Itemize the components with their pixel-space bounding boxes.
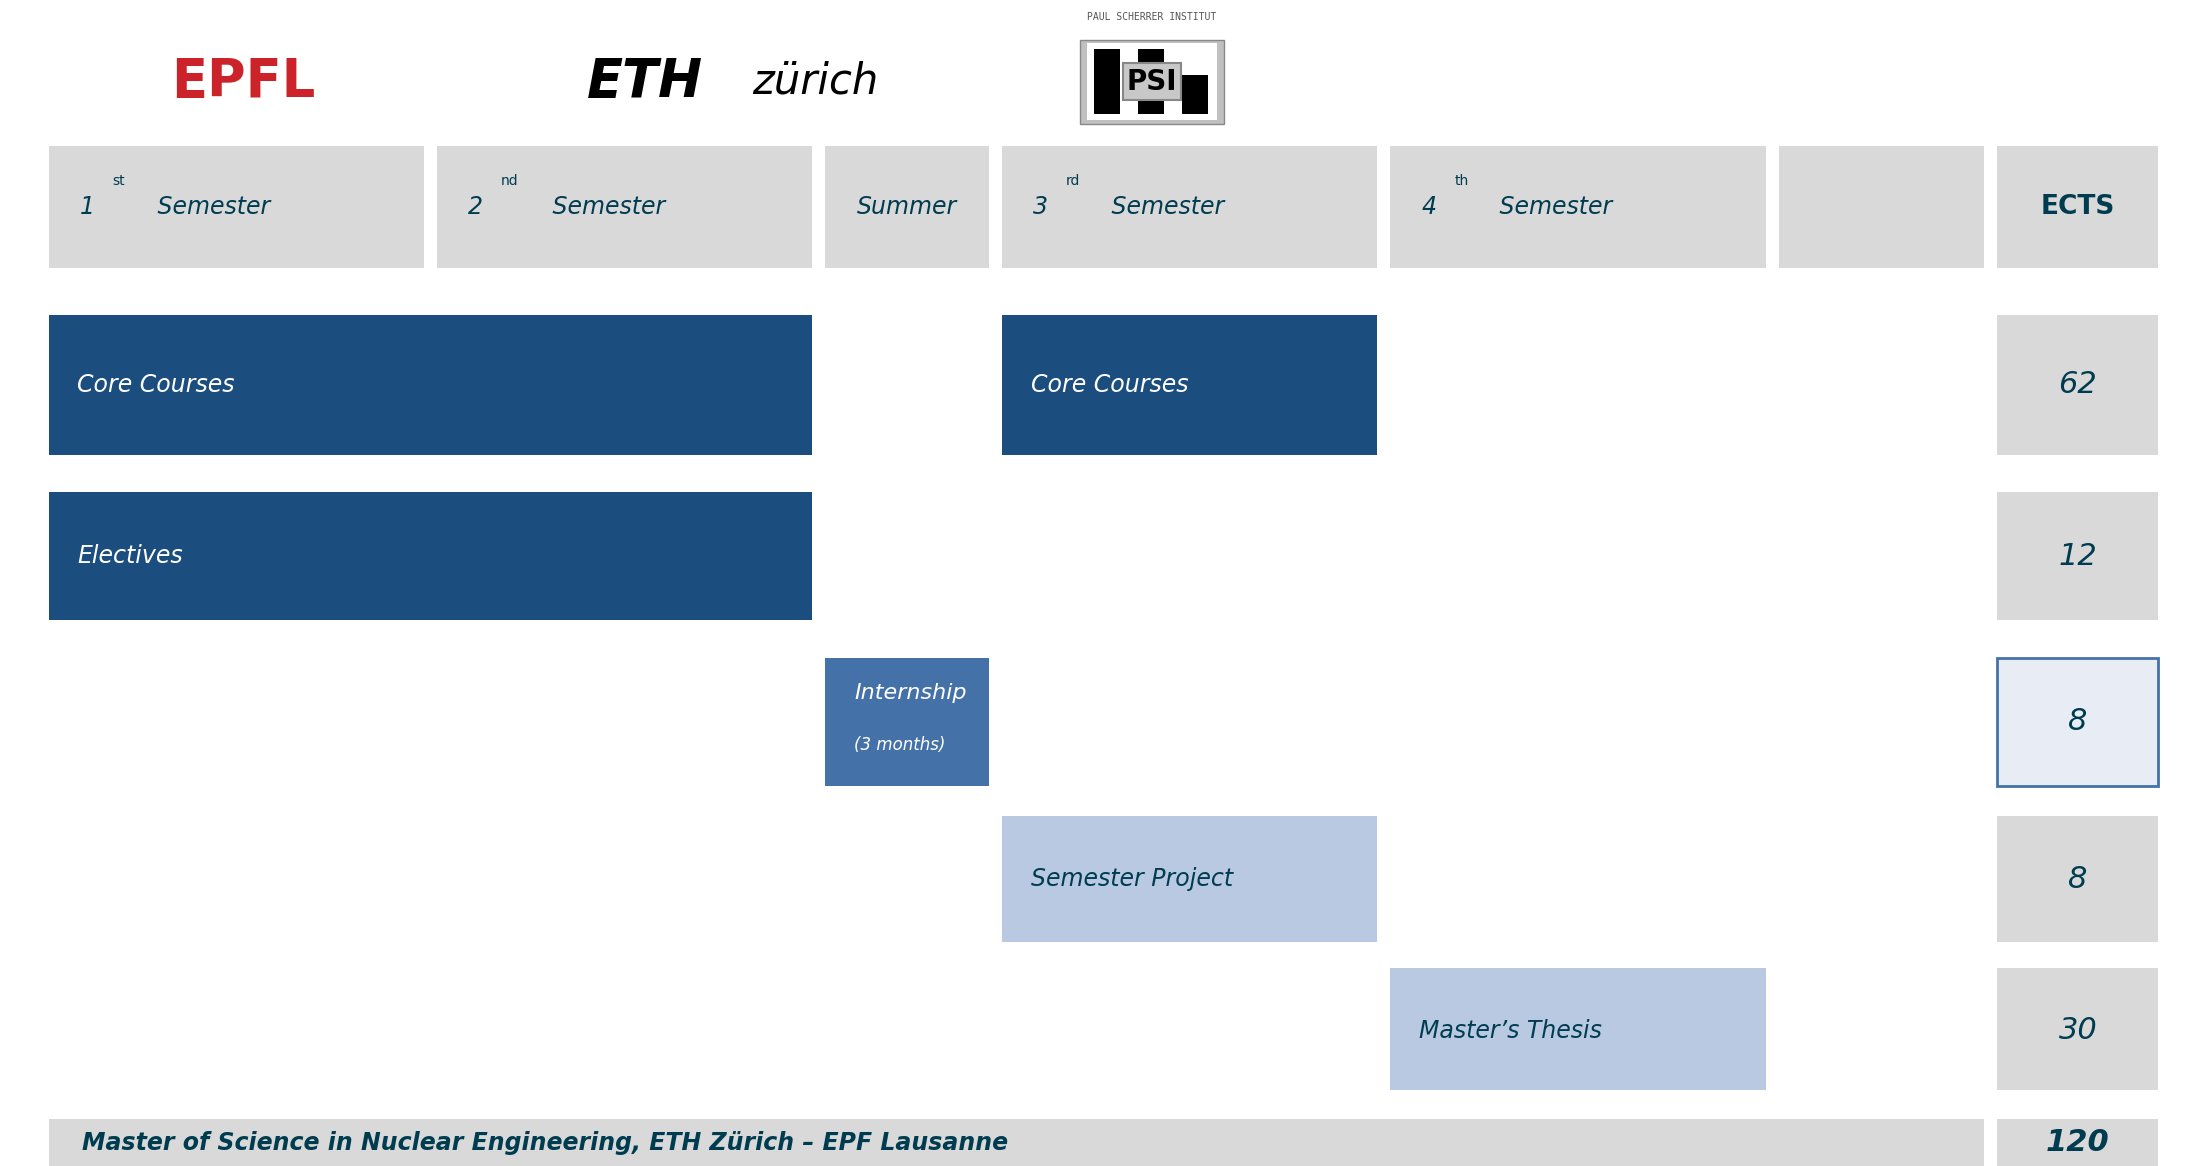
Text: Master’s Thesis: Master’s Thesis — [1419, 1019, 1602, 1042]
FancyBboxPatch shape — [49, 146, 424, 268]
FancyBboxPatch shape — [1997, 968, 2158, 1094]
FancyBboxPatch shape — [1779, 146, 1984, 268]
Text: 30: 30 — [2059, 1017, 2097, 1045]
FancyBboxPatch shape — [0, 1090, 2207, 1119]
FancyBboxPatch shape — [1390, 146, 1766, 268]
Text: Semester: Semester — [1492, 195, 1611, 219]
Text: 2: 2 — [468, 195, 483, 219]
Text: rd: rd — [1066, 174, 1081, 189]
Text: nd: nd — [501, 174, 519, 189]
Text: th: th — [1454, 174, 1468, 189]
FancyBboxPatch shape — [1997, 816, 2158, 942]
Text: 4: 4 — [1421, 195, 1437, 219]
Text: Semester: Semester — [545, 195, 664, 219]
FancyBboxPatch shape — [1002, 146, 1377, 268]
Text: (3 months): (3 months) — [854, 736, 945, 754]
FancyBboxPatch shape — [1997, 1119, 2158, 1166]
Text: Core Courses: Core Courses — [1031, 373, 1187, 396]
Text: zürich: zürich — [753, 61, 878, 103]
Text: ETH: ETH — [587, 56, 704, 107]
FancyBboxPatch shape — [437, 146, 812, 268]
Text: Master of Science in Nuclear Engineering, ETH Zürich – EPF Lausanne: Master of Science in Nuclear Engineering… — [82, 1131, 1009, 1154]
FancyBboxPatch shape — [825, 658, 989, 786]
Text: Core Courses: Core Courses — [77, 373, 234, 396]
FancyBboxPatch shape — [49, 492, 812, 620]
Text: Semester: Semester — [1104, 195, 1223, 219]
Text: 1: 1 — [79, 195, 95, 219]
Text: PAUL SCHERRER INSTITUT: PAUL SCHERRER INSTITUT — [1088, 13, 1216, 22]
Text: Electives: Electives — [77, 545, 183, 568]
FancyBboxPatch shape — [1139, 49, 1165, 114]
FancyBboxPatch shape — [1183, 75, 1209, 114]
FancyBboxPatch shape — [1997, 315, 2158, 455]
FancyBboxPatch shape — [1997, 658, 2158, 786]
FancyBboxPatch shape — [1390, 968, 1766, 1094]
FancyBboxPatch shape — [49, 315, 812, 455]
Text: 62: 62 — [2059, 371, 2097, 399]
FancyBboxPatch shape — [49, 1119, 1984, 1166]
FancyBboxPatch shape — [1997, 492, 2158, 620]
FancyBboxPatch shape — [825, 146, 989, 268]
Text: Internship: Internship — [854, 682, 967, 703]
FancyBboxPatch shape — [1997, 146, 2158, 268]
Text: 3: 3 — [1033, 195, 1048, 219]
Text: 12: 12 — [2059, 542, 2097, 570]
Text: 8: 8 — [2068, 865, 2088, 893]
Text: 120: 120 — [2046, 1129, 2110, 1157]
FancyBboxPatch shape — [1095, 49, 1121, 114]
FancyBboxPatch shape — [1088, 43, 1218, 120]
Text: st: st — [113, 174, 126, 189]
Text: EPFL: EPFL — [170, 56, 316, 107]
Text: PSI: PSI — [1128, 68, 1176, 96]
FancyBboxPatch shape — [1081, 40, 1223, 124]
FancyBboxPatch shape — [1002, 315, 1377, 455]
Text: Semester: Semester — [150, 195, 269, 219]
Text: Semester Project: Semester Project — [1031, 868, 1234, 891]
Text: Summer: Summer — [856, 195, 958, 219]
Text: ECTS: ECTS — [2041, 194, 2114, 220]
Text: 8: 8 — [2068, 708, 2088, 736]
FancyBboxPatch shape — [1002, 816, 1377, 942]
